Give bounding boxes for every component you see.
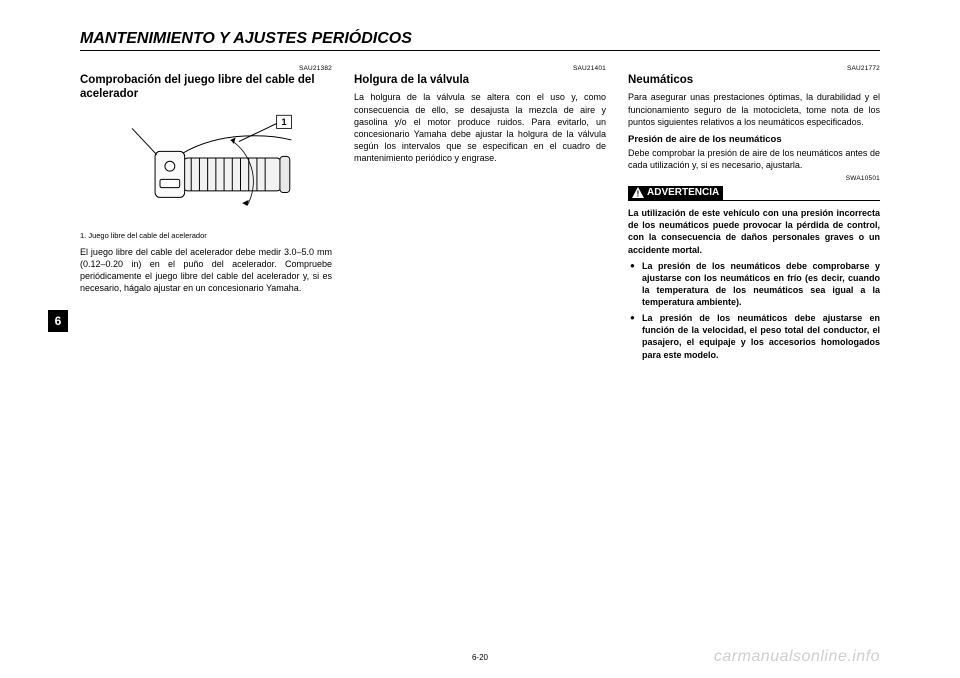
throttle-body-text: El juego libre del cable del acelerador … [80, 246, 332, 295]
pressure-body-text: Debe comprobar la presión de aire de los… [628, 147, 880, 171]
section-title-valve: Holgura de la válvula [354, 73, 606, 87]
valve-body-text: La holgura de la válvula se altera con e… [354, 91, 606, 164]
bullet-item: La presión de los neumáticos debe compro… [642, 260, 880, 309]
manual-page: 6 MANTENIMIENTO Y AJUSTES PERIÓDICOS SAU… [0, 0, 960, 678]
column-3: SAU21772 Neumáticos Para asegurar unas p… [628, 65, 880, 365]
column-1: SAU21382 Comprobación del juego libre de… [80, 65, 332, 365]
warning-body-text: La utilización de este vehículo con una … [628, 207, 880, 256]
tires-intro-text: Para asegurar unas prestaciones óptimas,… [628, 91, 880, 127]
header: MANTENIMIENTO Y AJUSTES PERIÓDICOS [80, 30, 880, 51]
content-columns: SAU21382 Comprobación del juego libre de… [80, 65, 880, 365]
warning-triangle-icon: ! [632, 187, 644, 198]
throttle-illustration: 1 [80, 112, 332, 227]
illustration-caption: 1. Juego libre del cable del acelerador [80, 231, 332, 240]
section-title-tires: Neumáticos [628, 73, 880, 87]
bullet-item: La presión de los neumáticos debe ajusta… [642, 312, 880, 361]
warning-underline [628, 200, 880, 201]
svg-text:!: ! [637, 190, 640, 199]
throttle-svg: 1 [80, 112, 332, 227]
page-title: MANTENIMIENTO Y AJUSTES PERIÓDICOS [80, 30, 412, 47]
subsection-pressure: Presión de aire de los neumáticos [628, 134, 880, 145]
ref-code: SAU21401 [354, 65, 606, 72]
column-2: SAU21401 Holgura de la válvula La holgur… [354, 65, 606, 365]
illustration-label: 1 [282, 117, 287, 127]
warning-label: ! ADVERTENCIA [628, 186, 723, 200]
ref-code: SAU21382 [80, 65, 332, 72]
chapter-tab: 6 [48, 310, 68, 332]
warning-text: ADVERTENCIA [647, 187, 719, 198]
ref-code: SAU21772 [628, 65, 880, 72]
watermark: carmanualsonline.info [714, 648, 880, 666]
warning-ref-code: SWA10501 [628, 175, 880, 182]
section-title-throttle: Comprobación del juego libre del cable d… [80, 73, 332, 102]
warning-bullet-list: La presión de los neumáticos debe compro… [628, 260, 880, 361]
